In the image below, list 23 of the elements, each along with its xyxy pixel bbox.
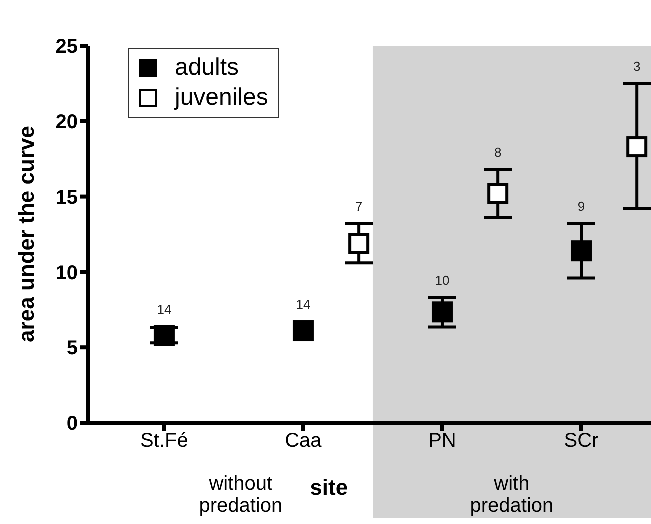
y-tick-label: 5	[66, 338, 78, 360]
legend-label: juveniles	[175, 83, 268, 113]
x-axis-title: site	[310, 475, 348, 501]
x-tick-label: PN	[428, 430, 456, 452]
y-tick-label: 10	[56, 262, 78, 284]
y-tick-label: 25	[56, 36, 78, 58]
annotation: 14	[295, 297, 312, 312]
text: without predation	[198, 473, 284, 517]
annotation: 14	[156, 302, 173, 317]
y-tick-label: 0	[66, 413, 78, 436]
x-tick-label: St.Fé	[140, 430, 188, 452]
band-label: with predation	[469, 473, 555, 517]
x-tick-label: Caa	[285, 430, 323, 452]
y-tick-label: 15	[56, 186, 78, 209]
annotation: 7	[354, 198, 364, 214]
annotation: 9	[576, 198, 586, 214]
annotation: 8	[493, 144, 503, 160]
annotation: 10	[434, 272, 451, 288]
legend-label: adults	[175, 53, 240, 83]
y-tick-label: 20	[56, 112, 78, 134]
x-tick-label: SCr	[564, 430, 600, 452]
y-axis-title: area under the curve	[14, 126, 40, 343]
annotation: 3	[632, 58, 642, 74]
